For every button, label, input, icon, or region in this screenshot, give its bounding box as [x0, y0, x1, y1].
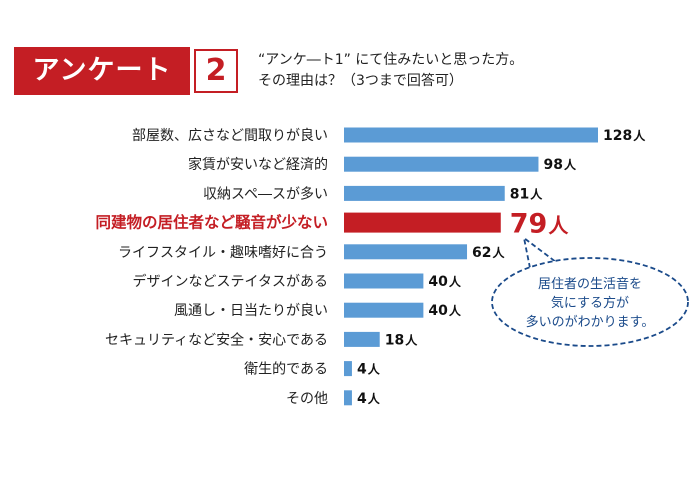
callout-bubble: 居住者の生活音を気にする方が多いのがわかります。 — [491, 235, 689, 347]
value-label: 40人 — [428, 303, 461, 319]
survey-header-badge: アンケート 2 — [14, 47, 238, 95]
category-label: 衛生的である — [244, 362, 328, 378]
value-label: 79人 — [510, 209, 570, 240]
value-label: 128人 — [603, 128, 646, 144]
category-label: 同建物の居住者など騒音が少ない — [95, 213, 328, 232]
bar — [344, 127, 598, 143]
category-label: セキュリティなど安全・安心である — [105, 331, 328, 348]
category-label: 家賃が安いなど経済的 — [188, 156, 328, 173]
value-label: 4人 — [357, 391, 381, 407]
category-label: デザインなどステイタスがある — [133, 273, 328, 290]
value-label: 98人 — [543, 157, 576, 173]
survey-badge-number: 2 — [194, 49, 238, 93]
bar — [344, 390, 352, 406]
bar — [344, 244, 468, 260]
category-label: 収納スペ―スが多い — [203, 185, 328, 202]
question-line-2: その理由は？（3つまで回答可） — [258, 73, 463, 89]
bar — [344, 156, 539, 172]
bar-highlight — [344, 212, 501, 233]
category-label: ライフスタイル・趣味嗜好に合う — [118, 245, 328, 261]
callout-line: 気にする方が — [551, 295, 629, 311]
value-label: 81人 — [510, 186, 543, 202]
bar — [344, 273, 424, 289]
bar — [344, 361, 352, 377]
survey-question: “アンケ―ト1” にて住みたいと思った方。 その理由は？（3つまで回答可） — [258, 50, 523, 92]
callout-ellipse — [491, 257, 689, 347]
callout-line: 多いのがわかります。 — [526, 314, 655, 330]
value-label: 4人 — [357, 362, 381, 378]
bar — [344, 331, 380, 347]
bar — [344, 302, 424, 318]
survey-badge-label: アンケート — [14, 47, 190, 95]
bar — [344, 185, 505, 201]
value-label: 62人 — [472, 245, 505, 261]
value-label: 40人 — [428, 274, 461, 290]
value-label: 18人 — [385, 332, 418, 348]
callout-line: 居住者の生活音を — [538, 276, 642, 292]
callout-tail — [522, 235, 557, 269]
question-line-1: “アンケ―ト1” にて住みたいと思った方。 — [258, 52, 524, 68]
callout-text: 居住者の生活音を気にする方が多いのがわかります。 — [526, 276, 655, 330]
category-label: 部屋数、広さなど間取りが良い — [132, 128, 328, 144]
category-label: その他 — [286, 391, 328, 407]
category-label: 風通し・日当たりが良い — [174, 303, 328, 319]
